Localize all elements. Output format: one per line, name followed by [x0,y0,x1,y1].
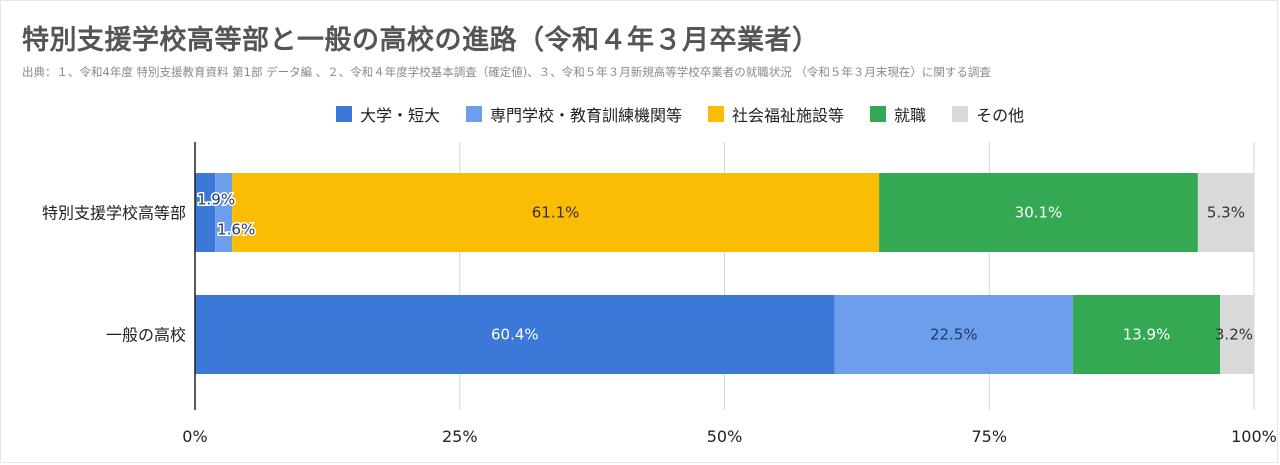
legend-label: 大学・短大 [360,106,441,125]
bar-segment [232,173,880,252]
x-tick-label: 0% [182,427,207,446]
legend-item: 就職 [870,102,926,126]
x-tick-label: 50% [707,427,743,446]
legend-item: 大学・短大 [336,102,440,126]
bar-segment [1072,295,1221,374]
bar-segment [1197,173,1254,252]
data-label: 1.6% [217,221,255,239]
legend-swatch [952,106,969,122]
bar-segment [195,295,835,374]
legend-item: その他 [952,102,1024,126]
category-label: 一般の高校 [106,326,186,345]
legend-label: 社会福祉施設等 [732,106,845,125]
chart-title: 特別支援学校高等部と一般の高校の進路（令和４年３月卒業者） [22,25,820,56]
bar-segment [1220,295,1254,374]
x-tick-label: 100% [1231,427,1277,446]
legend-label: 専門学校・教育訓練機関等 [490,106,683,125]
data-label: 3.2% [1215,326,1253,344]
data-label: 5.3% [1207,204,1245,222]
legend-swatch [708,106,725,122]
legend-swatch [870,106,887,122]
bar-segment [195,173,216,252]
bar-segment [834,295,1073,374]
legend-swatch [466,106,483,122]
bar-segment [215,173,233,252]
chart-legend: 大学・短大 専門学校・教育訓練機関等 社会福祉施設等 就職 その他 [336,102,1024,126]
legend-item: 専門学校・教育訓練機関等 [466,102,682,126]
data-label: 22.5% [930,326,978,344]
data-label: 61.1% [532,204,580,222]
legend-item: 社会福祉施設等 [708,102,844,126]
x-tick-label: 75% [971,427,1007,446]
data-label: 60.4% [491,326,539,344]
x-tick-label: 25% [442,427,478,446]
data-label: 13.9% [1123,326,1171,344]
legend-label: その他 [976,106,1025,125]
category-label: 特別支援学校高等部 [42,204,186,223]
bar-segment [879,173,1198,252]
legend-label: 就職 [894,106,927,125]
data-label: 1.9% [197,191,235,209]
data-label: 30.1% [1015,204,1063,222]
legend-swatch [336,106,352,122]
chart-source-note: 出典：１、令和4年度 特別支援教育資料 第1部 データ編 、２、令和４年度学校基… [22,65,991,79]
